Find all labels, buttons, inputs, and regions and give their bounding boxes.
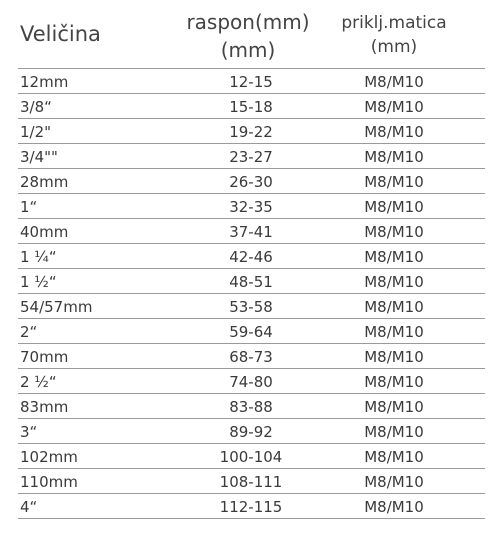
cell-size: 40mm — [20, 223, 69, 241]
cell-nut: M8/M10 — [364, 498, 424, 516]
cell-size: 28mm — [20, 173, 69, 191]
header-nut-line1: priklj.matica — [341, 13, 447, 33]
cell-nut: M8/M10 — [364, 148, 424, 166]
cell-range: 32-35 — [229, 198, 273, 216]
cell-size: 1“ — [20, 198, 38, 216]
cell-nut: M8/M10 — [364, 223, 424, 241]
header-nut-line2: (mm) — [370, 37, 418, 57]
cell-range: 37-41 — [229, 223, 273, 241]
table-row: 12mm 12-15 M8/M10 — [18, 69, 485, 94]
cell-size: 110mm — [20, 473, 78, 491]
cell-nut: M8/M10 — [364, 298, 424, 316]
cell-nut: M8/M10 — [364, 73, 424, 91]
cell-size: 1 ¼“ — [20, 248, 57, 266]
header-range-line2: (mm) — [220, 38, 276, 62]
cell-range: 100-104 — [219, 448, 283, 466]
cell-range: 53-58 — [229, 298, 273, 316]
table-row: 2 ½“ 74-80 M8/M10 — [18, 369, 485, 394]
cell-size: 1/2" — [20, 123, 52, 141]
cell-size: 4“ — [20, 498, 38, 516]
table-row: 1 ½“ 48-51 M8/M10 — [18, 269, 485, 294]
cell-range: 108-111 — [219, 473, 283, 491]
cell-nut: M8/M10 — [364, 398, 424, 416]
size-table: Veličina raspon(mm) (mm) priklj.matica (… — [18, 6, 485, 519]
cell-nut: M8/M10 — [364, 473, 424, 491]
table-row: 83mm 83-88 M8/M10 — [18, 394, 485, 419]
header-range: raspon(mm) (mm) — [178, 8, 318, 64]
cell-range: 23-27 — [229, 148, 273, 166]
cell-range: 59-64 — [229, 323, 273, 341]
cell-range: 112-115 — [219, 498, 283, 516]
cell-size: 12mm — [20, 73, 69, 91]
cell-range: 68-73 — [229, 348, 273, 366]
table-row: 28mm 26-30 M8/M10 — [18, 169, 485, 194]
table-row: 70mm 68-73 M8/M10 — [18, 344, 485, 369]
header-nut: priklj.matica (mm) — [328, 11, 460, 59]
table-row: 1“ 32-35 M8/M10 — [18, 194, 485, 219]
cell-range: 26-30 — [229, 173, 273, 191]
table-row: 110mm 108-111 M8/M10 — [18, 469, 485, 494]
cell-nut: M8/M10 — [364, 348, 424, 366]
cell-range: 12-15 — [229, 73, 273, 91]
table-row: 1/2" 19-22 M8/M10 — [18, 119, 485, 144]
cell-nut: M8/M10 — [364, 323, 424, 341]
cell-range: 42-46 — [229, 248, 273, 266]
header-size: Veličina — [20, 22, 101, 46]
table-row: 3/4"" 23-27 M8/M10 — [18, 144, 485, 169]
cell-size: 102mm — [20, 448, 78, 466]
cell-range: 15-18 — [229, 98, 273, 116]
cell-size: 2“ — [20, 323, 38, 341]
table-row: 1 ¼“ 42-46 M8/M10 — [18, 244, 485, 269]
cell-size: 3“ — [20, 423, 38, 441]
cell-nut: M8/M10 — [364, 198, 424, 216]
table-row: 2“ 59-64 M8/M10 — [18, 319, 485, 344]
cell-range: 19-22 — [229, 123, 273, 141]
cell-size: 54/57mm — [20, 298, 93, 316]
cell-size: 2 ½“ — [20, 373, 57, 391]
table-row: 3“ 89-92 M8/M10 — [18, 419, 485, 444]
cell-range: 83-88 — [229, 398, 273, 416]
table-row: 3/8“ 15-18 M8/M10 — [18, 94, 485, 119]
cell-size: 70mm — [20, 348, 69, 366]
cell-nut: M8/M10 — [364, 248, 424, 266]
header-range-line1: raspon(mm) — [186, 10, 310, 34]
table-row: 4“ 112-115 M8/M10 — [18, 494, 485, 519]
cell-range: 89-92 — [229, 423, 273, 441]
cell-size: 1 ½“ — [20, 273, 57, 291]
cell-size: 83mm — [20, 398, 69, 416]
cell-size: 3/8“ — [20, 98, 52, 116]
cell-nut: M8/M10 — [364, 373, 424, 391]
cell-size: 3/4"" — [20, 148, 58, 166]
cell-nut: M8/M10 — [364, 123, 424, 141]
cell-range: 48-51 — [229, 273, 273, 291]
cell-nut: M8/M10 — [364, 423, 424, 441]
cell-range: 74-80 — [229, 373, 273, 391]
table-header: Veličina raspon(mm) (mm) priklj.matica (… — [18, 6, 485, 69]
cell-nut: M8/M10 — [364, 98, 424, 116]
cell-nut: M8/M10 — [364, 173, 424, 191]
table-row: 102mm 100-104 M8/M10 — [18, 444, 485, 469]
table-row: 54/57mm 53-58 M8/M10 — [18, 294, 485, 319]
cell-nut: M8/M10 — [364, 448, 424, 466]
cell-nut: M8/M10 — [364, 273, 424, 291]
table-row: 40mm 37-41 M8/M10 — [18, 219, 485, 244]
